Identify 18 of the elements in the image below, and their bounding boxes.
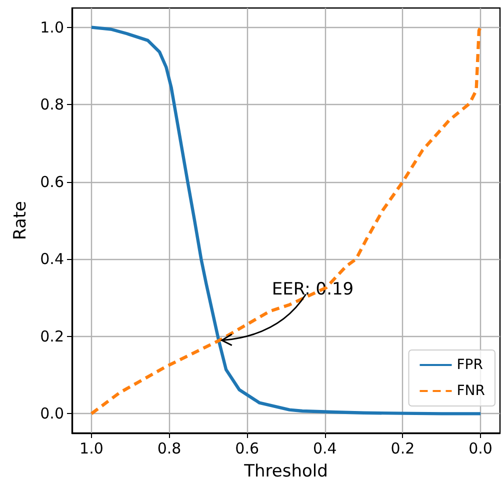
y-tick-label: 0.6 xyxy=(40,172,64,191)
y-tick-label: 0.0 xyxy=(40,404,64,423)
y-tick-label: 0.4 xyxy=(40,250,64,268)
legend-label: FNR xyxy=(456,383,486,399)
y-tick-label: 0.8 xyxy=(40,96,64,114)
x-axis-title: Threshold xyxy=(243,462,328,482)
y-tick-label: 1.0 xyxy=(40,18,64,36)
x-tick-label: 0.8 xyxy=(157,440,182,458)
y-tick-label: 0.2 xyxy=(40,327,64,346)
x-tick-label: 0.4 xyxy=(312,440,337,458)
x-tick-label: 1.0 xyxy=(80,440,104,458)
x-tick-label: 0.6 xyxy=(235,440,260,458)
line-series xyxy=(90,26,482,416)
x-tick-label: 0.2 xyxy=(390,440,415,458)
y-axis-title: Rate xyxy=(10,201,31,240)
legend-label: FPR xyxy=(456,357,484,373)
x-tick-label: 0.0 xyxy=(468,440,492,458)
annotation: EER: 0.19 xyxy=(272,279,354,300)
